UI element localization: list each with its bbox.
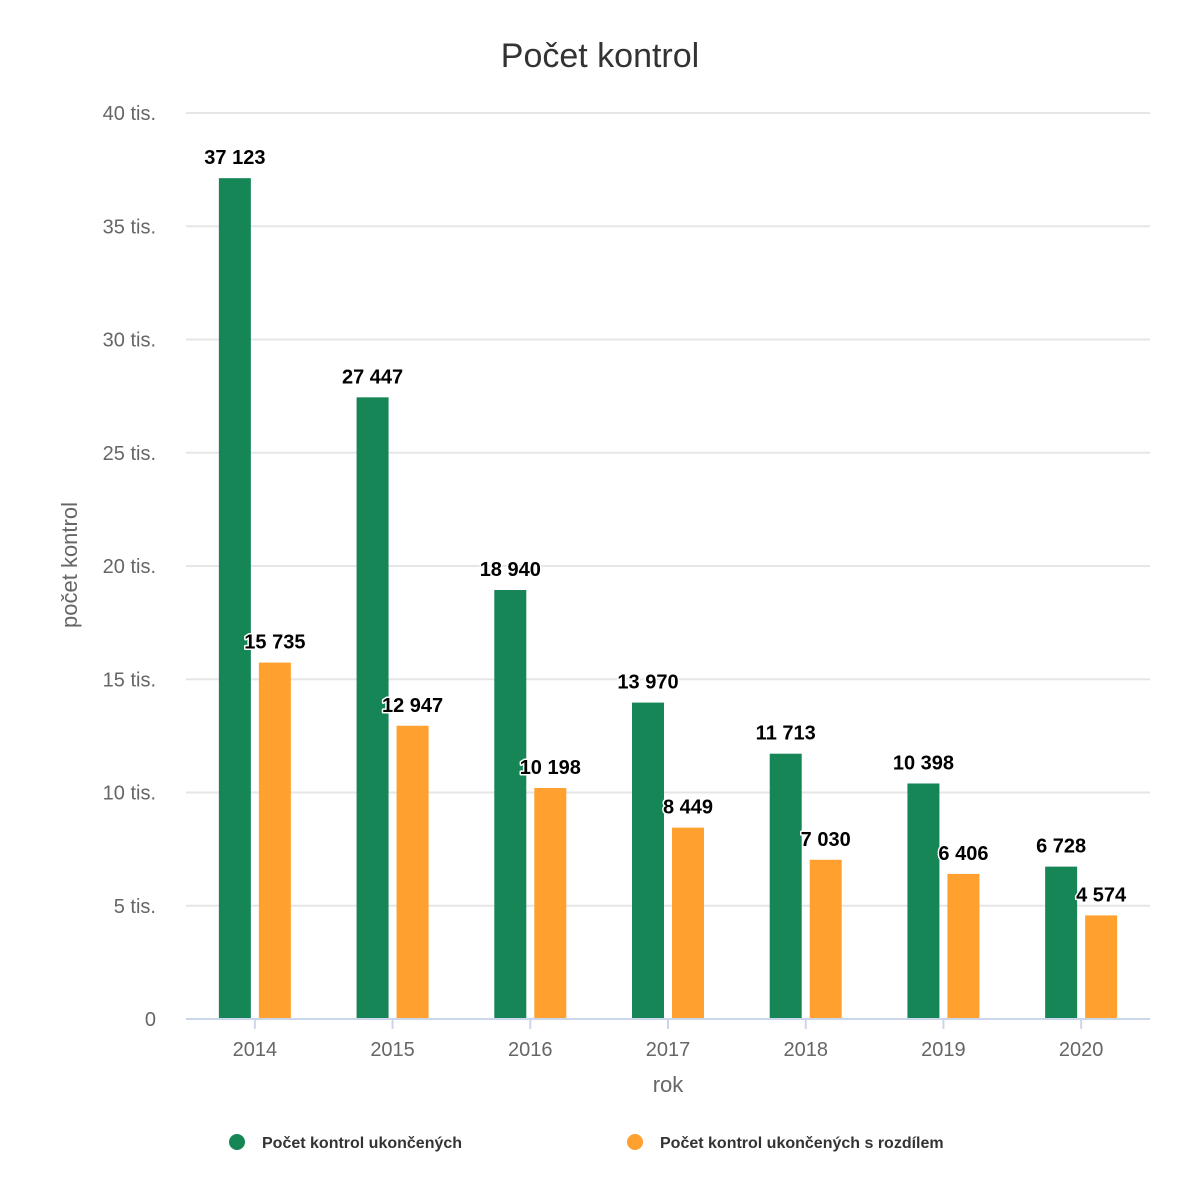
data-label: 6 406 bbox=[938, 843, 988, 865]
bar bbox=[534, 788, 567, 1019]
bar bbox=[947, 873, 980, 1019]
bar bbox=[907, 783, 940, 1019]
x-tick-label: 2015 bbox=[370, 1039, 415, 1061]
y-axis-title: počet kontrol bbox=[57, 502, 82, 628]
bar bbox=[632, 702, 664, 1019]
y-tick-label: 5 tis. bbox=[114, 896, 156, 918]
data-label: 8 449 bbox=[663, 797, 713, 819]
data-label: 10 398 bbox=[893, 752, 954, 774]
y-tick-label: 30 tis. bbox=[103, 330, 156, 352]
bar bbox=[396, 725, 429, 1019]
x-tick-label: 2014 bbox=[233, 1039, 278, 1061]
legend-item-label: Počet kontrol ukončených bbox=[262, 1135, 462, 1152]
data-label: 10 198 bbox=[520, 757, 581, 779]
data-label: 6 728 bbox=[1036, 836, 1086, 858]
data-labels: 37 123 15 735 27 447 12 947 18 940 10 198 13 9… bbox=[203, 146, 1129, 908]
x-tick-label: 2016 bbox=[508, 1039, 553, 1061]
x-tick-label: 2019 bbox=[921, 1039, 966, 1061]
data-label: 7 030 bbox=[801, 829, 851, 851]
data-label: 18 940 bbox=[480, 559, 541, 581]
chart-title: Počet kontrol bbox=[501, 37, 699, 75]
bar bbox=[809, 859, 842, 1019]
bars bbox=[218, 178, 1118, 1019]
data-label: 4 574 bbox=[1076, 884, 1127, 906]
data-label: 27 447 bbox=[342, 366, 403, 388]
y-tick-label: 35 tis. bbox=[103, 216, 156, 238]
bar bbox=[1085, 915, 1118, 1019]
x-tick-label: 2020 bbox=[1059, 1039, 1104, 1061]
bar bbox=[769, 753, 802, 1019]
legend-marker bbox=[627, 1134, 643, 1150]
y-tick-label: 10 tis. bbox=[103, 783, 156, 805]
y-tick-label: 20 tis. bbox=[103, 556, 156, 578]
bar bbox=[1045, 866, 1078, 1019]
legend-marker bbox=[229, 1134, 245, 1150]
gridlines bbox=[186, 112, 1150, 907]
y-axis-ticks: 0 5 tis. 10 tis. 15 tis. 20 tis. 25 tis. 30 ti… bbox=[103, 103, 156, 1031]
x-axis-title: rok bbox=[653, 1072, 685, 1097]
x-tick-label: 2018 bbox=[783, 1039, 828, 1061]
x-axis: 2014 2015 2016 2017 2018 2019 2020 bbox=[186, 1018, 1150, 1061]
bar bbox=[356, 397, 389, 1019]
y-tick-label: 40 tis. bbox=[103, 103, 156, 125]
bar bbox=[494, 590, 527, 1019]
y-tick-label: 0 bbox=[145, 1009, 156, 1031]
y-tick-label: 25 tis. bbox=[103, 443, 156, 465]
y-tick-label: 15 tis. bbox=[103, 669, 156, 691]
bar bbox=[672, 827, 704, 1019]
bar bbox=[258, 662, 291, 1019]
data-label: 15 735 bbox=[244, 632, 305, 654]
bar bbox=[218, 178, 251, 1019]
data-label: 12 947 bbox=[382, 695, 443, 717]
x-tick-label: 2017 bbox=[646, 1039, 691, 1061]
data-label: 11 713 bbox=[756, 723, 816, 745]
legend: Počet kontrol ukončených Počet kontrol uk… bbox=[229, 1134, 944, 1152]
data-label: 13 970 bbox=[617, 672, 678, 694]
data-label: 37 123 bbox=[204, 147, 265, 169]
legend-item-label: Počet kontrol ukončených s rozdílem bbox=[660, 1135, 944, 1152]
